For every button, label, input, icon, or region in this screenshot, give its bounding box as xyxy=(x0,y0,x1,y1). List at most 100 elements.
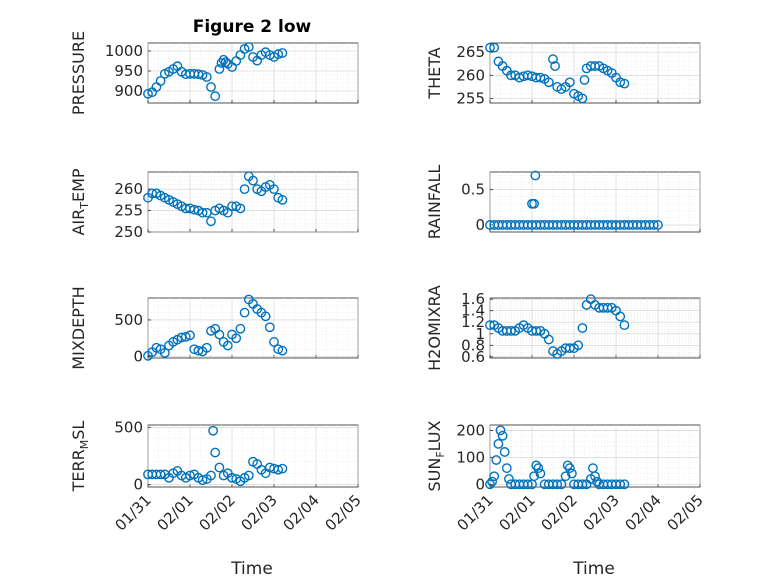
x-tick-label: 02/02 xyxy=(196,491,239,534)
y-axis-label: PRESSURE xyxy=(69,31,88,115)
data-point xyxy=(533,463,544,474)
axes-6: 0.60.811.21.41.6 H2OMIXRA xyxy=(425,285,701,371)
data-point xyxy=(619,320,630,331)
data-point xyxy=(506,325,516,336)
data-point xyxy=(269,184,279,195)
data-point xyxy=(495,425,506,436)
data-point xyxy=(497,430,508,441)
y-tick-label: 255 xyxy=(114,202,143,220)
data-point xyxy=(277,463,288,474)
data-point xyxy=(615,311,626,322)
data-point xyxy=(531,460,542,471)
y-tick-label: 500 xyxy=(114,311,143,329)
data-point xyxy=(185,330,195,341)
data-point xyxy=(214,462,225,473)
data-point xyxy=(220,57,231,68)
data-point xyxy=(577,93,588,104)
x-tick-label: 02/01 xyxy=(496,491,539,534)
y-tick-label: 1 xyxy=(475,325,485,343)
x-tick-label: 02/03 xyxy=(238,491,281,534)
y-tick-label: 100 xyxy=(456,448,485,466)
y-tick-label: 0 xyxy=(475,216,485,234)
axes-2: 255 260 265 THETA xyxy=(425,42,701,107)
data-point xyxy=(155,469,166,480)
data-point xyxy=(550,61,560,71)
data-point xyxy=(529,471,539,482)
data-point xyxy=(489,471,500,482)
x-tick-label: 02/03 xyxy=(580,491,623,534)
data-point xyxy=(201,72,212,82)
y-tick-label: 1.4 xyxy=(461,302,485,320)
data-point xyxy=(535,72,546,83)
y-axis-label: AIRTEMP xyxy=(69,168,91,235)
data-point xyxy=(239,184,250,195)
data-point xyxy=(579,75,590,85)
data-point xyxy=(592,476,602,487)
y-axis-label: TERRMSL xyxy=(69,421,91,493)
y-axis-label: MIXDEPTH xyxy=(69,286,88,369)
data-point xyxy=(155,76,166,86)
data-point xyxy=(567,468,577,479)
data-point xyxy=(189,204,200,215)
y-tick-label: 250 xyxy=(114,223,143,241)
data-point xyxy=(564,343,575,354)
x-tick-label: 02/04 xyxy=(280,491,323,534)
data-point xyxy=(180,331,191,342)
y-tick-label: 1000 xyxy=(105,42,143,60)
figure-title: Figure 2 low xyxy=(193,17,312,37)
data-point xyxy=(193,345,204,356)
y-axis-label: SUNFLUX xyxy=(425,420,447,491)
data-point xyxy=(231,333,242,344)
data-point xyxy=(564,463,575,474)
data-point xyxy=(522,479,533,490)
data-point xyxy=(573,340,584,351)
data-point xyxy=(560,471,571,482)
data-point xyxy=(214,329,225,340)
data-point xyxy=(485,320,495,331)
data-point xyxy=(615,479,626,490)
data-point xyxy=(264,322,275,333)
axes-3: 250 255 260 AIRTEMP xyxy=(69,168,359,241)
data-point xyxy=(602,302,613,313)
data-point xyxy=(619,78,630,89)
data-point xyxy=(543,334,554,345)
x-tick-label: 02/01 xyxy=(154,491,197,534)
data-point xyxy=(243,42,254,52)
data-point xyxy=(556,479,567,490)
data-point xyxy=(548,54,558,65)
data-point xyxy=(214,64,225,74)
axes-5: 0 500 MIXDEPTH xyxy=(69,286,359,370)
data-point xyxy=(248,175,258,186)
data-point xyxy=(193,69,204,80)
data-point xyxy=(227,472,237,483)
data-point xyxy=(273,344,284,355)
y-tick-label: 1.6 xyxy=(461,290,485,308)
axes-8: 0 100 200 SUNFLUX 01/3102/0102/0202/0302/040… xyxy=(425,420,707,534)
data-point xyxy=(206,82,216,92)
data-point xyxy=(235,203,246,214)
data-point xyxy=(543,77,554,88)
data-point xyxy=(260,311,271,322)
data-point xyxy=(648,220,659,230)
data-point xyxy=(562,460,573,471)
y-tick-label: 500 xyxy=(114,418,143,436)
x-tick-label: 02/02 xyxy=(538,491,581,534)
data-point xyxy=(577,323,588,333)
data-point xyxy=(577,479,588,490)
data-point xyxy=(552,479,563,490)
data-point xyxy=(269,337,279,347)
y-axis-label: THETA xyxy=(425,47,444,99)
data-point xyxy=(273,49,284,60)
data-point xyxy=(485,479,495,490)
data-point xyxy=(499,447,510,457)
data-point xyxy=(206,470,216,481)
data-point xyxy=(564,77,575,88)
data-point xyxy=(619,479,630,490)
data-point xyxy=(615,77,626,88)
data-point xyxy=(277,345,288,356)
x-tick-label: 01/31 xyxy=(112,491,155,534)
data-point xyxy=(201,342,212,353)
y-tick-label: 255 xyxy=(456,89,485,107)
data-point xyxy=(531,325,542,336)
